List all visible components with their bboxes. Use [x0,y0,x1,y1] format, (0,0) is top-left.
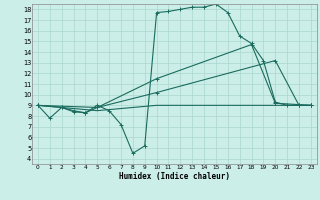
X-axis label: Humidex (Indice chaleur): Humidex (Indice chaleur) [119,172,230,181]
